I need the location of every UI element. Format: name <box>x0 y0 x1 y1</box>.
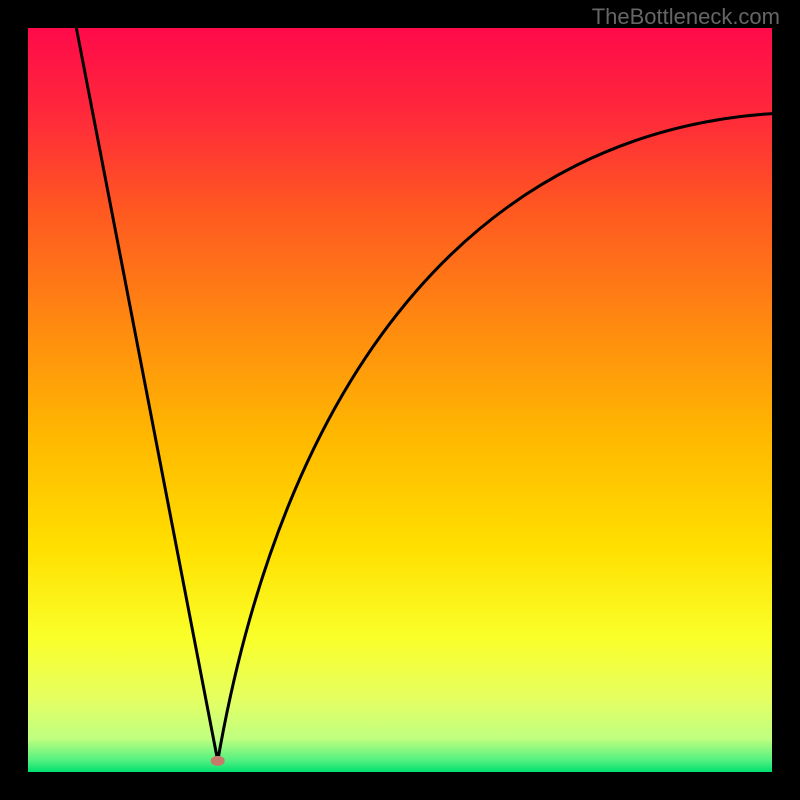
gradient-background <box>28 28 772 772</box>
chart-container: TheBottleneck.com <box>0 0 800 800</box>
chart-svg <box>28 28 772 772</box>
minimum-marker <box>211 756 225 766</box>
watermark-text: TheBottleneck.com <box>592 4 780 30</box>
plot-area <box>28 28 772 772</box>
